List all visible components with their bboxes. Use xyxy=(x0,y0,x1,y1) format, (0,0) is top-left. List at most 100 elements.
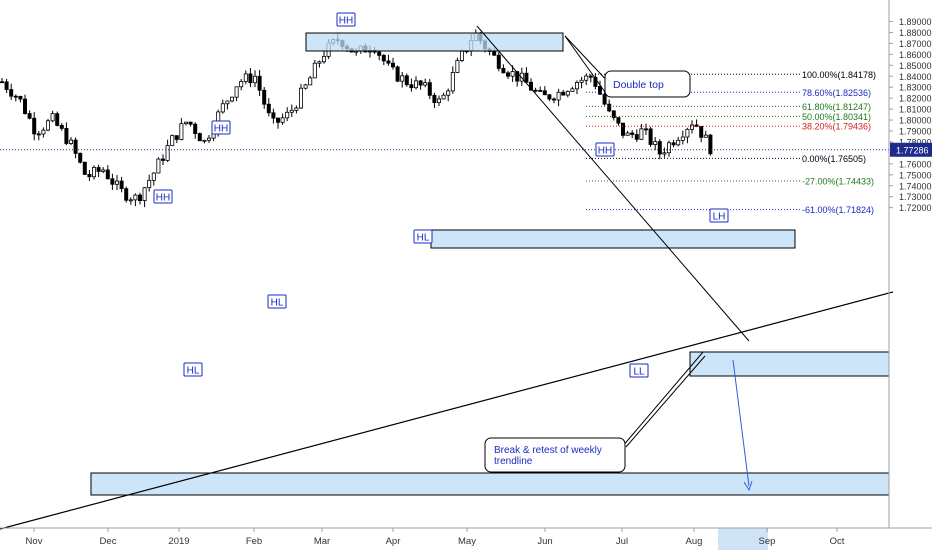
candle xyxy=(575,80,580,95)
candle xyxy=(202,139,207,144)
candle-body xyxy=(174,135,179,140)
candle-body xyxy=(685,128,690,138)
candle xyxy=(229,96,234,103)
candle-body xyxy=(423,82,428,86)
candle xyxy=(170,134,175,146)
pivot-label-box xyxy=(183,362,203,377)
candle-body xyxy=(662,152,667,155)
candle-body xyxy=(492,51,497,56)
candle xyxy=(413,76,418,90)
candle-body xyxy=(4,81,9,90)
candle xyxy=(708,133,713,156)
candle-body xyxy=(289,109,294,113)
pivot-label-box xyxy=(629,363,649,378)
candle-body xyxy=(538,90,543,92)
candle xyxy=(193,122,198,139)
candle-body xyxy=(653,141,658,145)
pivot-label: HH xyxy=(339,16,353,27)
candle xyxy=(220,99,225,114)
candle xyxy=(510,65,515,82)
candle xyxy=(64,122,69,146)
candle-body xyxy=(676,139,681,146)
candle xyxy=(598,80,603,95)
candle-body xyxy=(321,55,326,63)
candle xyxy=(32,112,37,141)
candle-body xyxy=(381,54,386,62)
candle-body xyxy=(593,76,598,87)
candle xyxy=(496,52,501,72)
candle xyxy=(289,104,294,118)
candle xyxy=(262,86,267,109)
candle-body xyxy=(667,142,672,154)
candle-body xyxy=(156,158,161,174)
callout-pointer-line xyxy=(621,351,704,448)
candle xyxy=(436,95,441,107)
callout-box xyxy=(604,70,691,98)
candle xyxy=(703,130,708,138)
y-tick-label: 1.78000 xyxy=(899,137,932,147)
candle xyxy=(280,113,285,125)
candle-body xyxy=(115,180,120,185)
pivot-label: HL xyxy=(417,233,430,244)
candle-body xyxy=(552,98,557,101)
candle-body xyxy=(55,113,60,126)
y-tick-label: 1.74000 xyxy=(899,181,932,191)
candle-body xyxy=(124,188,129,201)
candle-body xyxy=(648,128,653,145)
candle xyxy=(418,80,423,90)
candle-body xyxy=(110,178,115,185)
candle xyxy=(9,83,14,101)
candle-body xyxy=(680,136,685,141)
candle xyxy=(561,89,566,96)
candle-body xyxy=(73,139,78,154)
candle-body xyxy=(395,66,400,82)
candle-body xyxy=(570,88,575,92)
candle-body xyxy=(455,60,460,73)
candle xyxy=(611,110,616,121)
candle-body xyxy=(556,91,561,101)
arrow-head-icon xyxy=(743,480,753,492)
candle xyxy=(243,70,248,85)
candle-body xyxy=(266,103,271,114)
pivot-label: HL xyxy=(271,298,284,309)
y-tick-label: 1.80000 xyxy=(899,116,932,126)
candle-body xyxy=(630,132,635,135)
fib-level-label: 0.00%(1.76505) xyxy=(802,154,866,164)
candle-body xyxy=(101,169,106,172)
candle xyxy=(239,79,244,91)
candle-body xyxy=(308,77,313,86)
callout-text: trendline xyxy=(494,456,533,467)
x-tick-label: Feb xyxy=(246,536,262,547)
candle xyxy=(36,131,41,141)
candle xyxy=(671,139,676,148)
candle-body xyxy=(584,75,589,81)
candle-body xyxy=(252,75,257,84)
candle xyxy=(165,139,170,162)
zone-support xyxy=(689,351,890,377)
candle-body xyxy=(611,110,616,118)
candle-body xyxy=(294,107,299,111)
candle-body xyxy=(496,54,501,69)
x-tick-label: Dec xyxy=(100,536,117,547)
candle xyxy=(298,83,303,110)
candle-body xyxy=(616,117,621,124)
candle xyxy=(579,76,584,89)
candle xyxy=(151,172,156,186)
candle xyxy=(27,110,32,120)
candle-body xyxy=(165,145,170,161)
candle xyxy=(285,107,290,122)
y-tick-label: 1.72000 xyxy=(899,203,932,213)
candle-body xyxy=(105,169,110,180)
candle xyxy=(119,176,124,193)
candle-body xyxy=(64,128,69,144)
candle xyxy=(699,125,704,143)
candle-body xyxy=(671,142,676,146)
zone-resistance xyxy=(430,229,796,249)
candle xyxy=(160,154,165,166)
candle-body xyxy=(275,117,280,123)
candle-body xyxy=(432,94,437,103)
candle xyxy=(275,117,280,129)
candle xyxy=(616,117,621,126)
